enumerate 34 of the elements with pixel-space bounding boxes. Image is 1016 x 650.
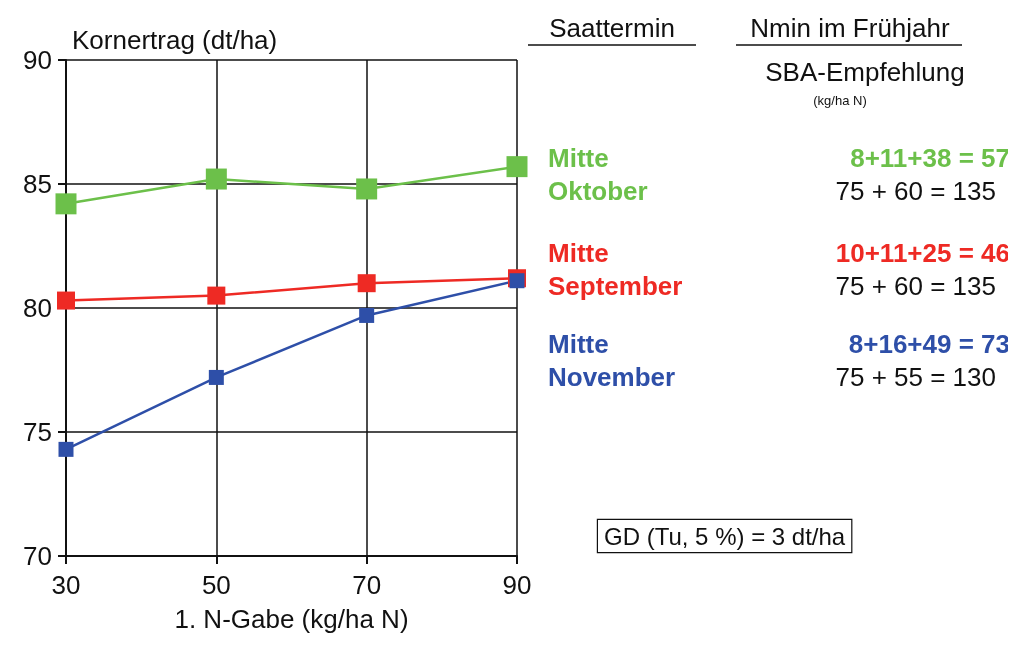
point [58,441,74,457]
x-axis-title: 1. N-Gabe (kg/ha N) [174,604,409,634]
series-label: Mitte September [548,237,683,301]
x-tick-label: 70 [352,570,382,600]
y-tick-label: 75 [23,417,52,447]
x-tick-label: 50 [201,570,231,600]
y-tick-label: 80 [23,293,52,323]
y-axis-title: Kornertrag (dt/ha) [72,25,278,55]
text: 75 + 60 = 135 [835,176,996,206]
y-tick-label: 70 [23,541,52,571]
x-tick-label: 30 [51,570,81,600]
point [359,307,375,323]
point [207,286,226,305]
y-tick-label: 85 [23,169,52,199]
text: Saattermin [549,13,675,43]
y-tick-label: 90 [23,45,52,75]
point [57,291,75,310]
text: Nmin im Frühjahr [750,13,951,43]
x-tick-label: 90 [502,570,532,600]
text: (kg/ha N) [813,92,867,108]
text: SBA-Empfehlung [765,57,965,87]
text: 75 + 55 = 130 [835,362,996,392]
point [356,178,378,200]
point [205,168,227,190]
point [506,156,528,178]
series-label: Mitte Oktober [548,142,648,206]
series-label: Mitte November [548,328,676,392]
point [208,369,224,385]
point [509,273,525,289]
text: 75 + 60 = 135 [835,271,996,301]
text: 8+11+38 = 57 [850,143,1010,173]
text: GD (Tu, 5 %) = 3 dt/ha [604,522,846,550]
point [357,274,376,293]
point [55,193,77,215]
